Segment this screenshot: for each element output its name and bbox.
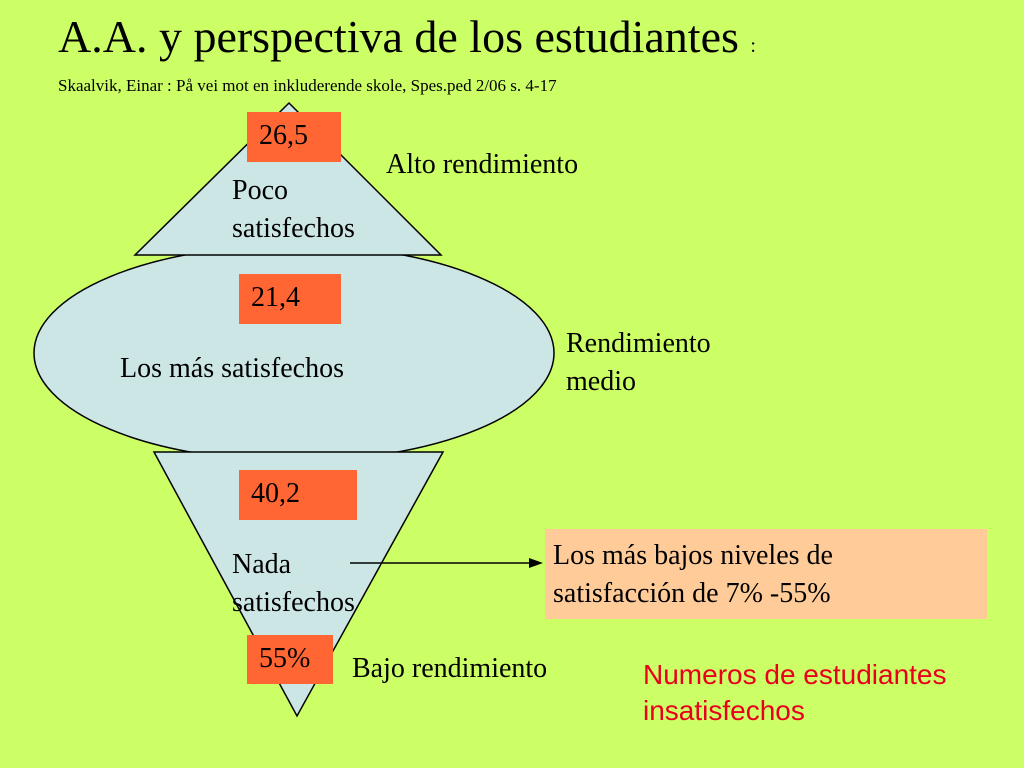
middle-group-label: Los más satisfechos: [120, 353, 344, 384]
middle-value-badge: 21,4: [239, 274, 341, 324]
page-title: A.A. y perspectiva de los estudiantes :: [58, 11, 756, 62]
bottom-performance-label: Bajo rendimiento: [352, 653, 548, 684]
middle-performance-label: Rendimiento medio: [566, 328, 711, 397]
reference-subtitle: Skaalvik, Einar : På vei mot en inkluder…: [58, 76, 557, 95]
top-performance-label: Alto rendimiento: [386, 149, 579, 180]
footer-red-text: Numeros de estudiantes insatisfechos: [643, 659, 947, 726]
top-triangle: [133, 101, 443, 256]
bottom-extra-badge: 55%: [247, 635, 333, 684]
bottom-triangle: [152, 451, 445, 718]
top-group-label: Poco satisfechos: [232, 175, 355, 244]
note-box: Los más bajos niveles de satisfacción de …: [545, 529, 987, 619]
top-value-badge: 26,5: [247, 112, 341, 162]
arrow-head: [529, 558, 543, 568]
bottom-value-badge: 40,2: [239, 470, 357, 520]
title-colon: :: [750, 35, 756, 57]
bottom-group-label: Nada satisfechos: [232, 549, 355, 618]
